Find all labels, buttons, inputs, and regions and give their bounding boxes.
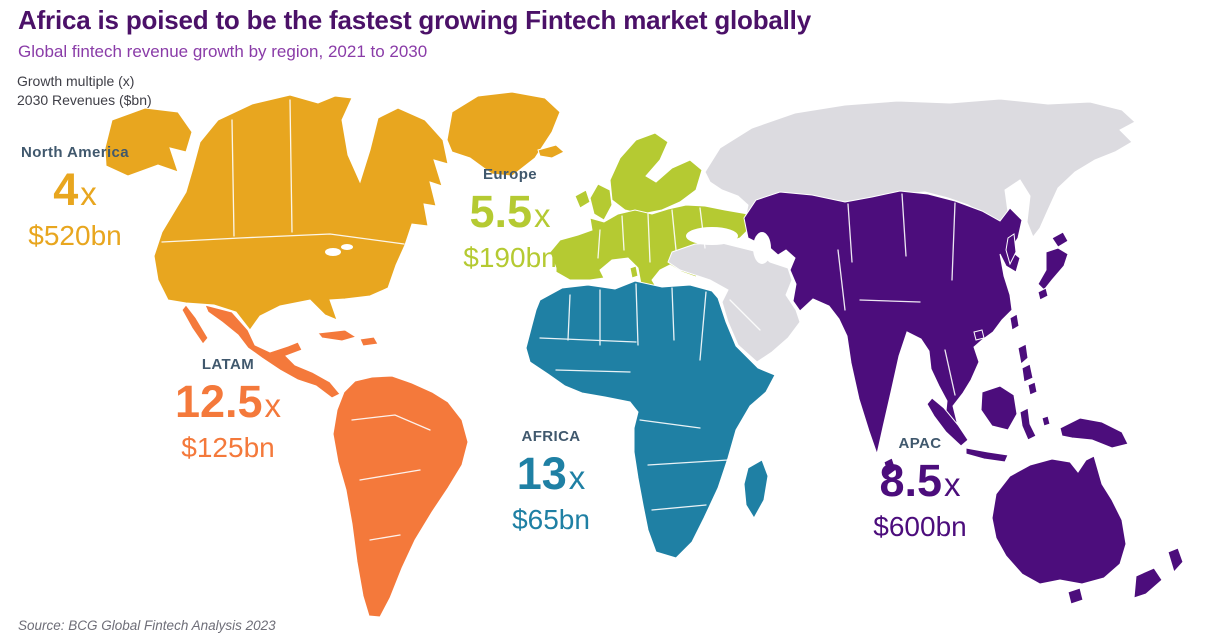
- region-apac-shape: [743, 190, 1184, 605]
- growth-unit: x: [264, 387, 282, 424]
- growth-number: 8.5: [879, 455, 943, 506]
- growth-multiple: 13x: [512, 451, 590, 496]
- growth-unit: x: [944, 466, 961, 503]
- page-title: Africa is poised to be the fastest growi…: [18, 5, 811, 35]
- growth-multiple: 8.5x: [873, 458, 966, 503]
- growth-multiple: 5.5x: [463, 189, 556, 234]
- growth-multiple: 4x: [21, 167, 129, 212]
- label-europe: Europe 5.5x $190bn: [463, 166, 556, 272]
- growth-number: 13: [516, 448, 567, 499]
- growth-number: 5.5: [469, 186, 533, 237]
- legend-line-revenue: 2030 Revenues ($bn): [17, 91, 152, 108]
- region-name: AFRICA: [521, 428, 581, 445]
- label-apac: APAC 8.5x $600bn: [873, 435, 966, 541]
- growth-number: 12.5: [174, 376, 263, 427]
- source-note: Source: BCG Global Fintech Analysis 2023: [18, 618, 276, 633]
- growth-unit: x: [80, 175, 97, 212]
- region-name: Europe: [482, 166, 538, 183]
- growth-unit: x: [534, 197, 551, 234]
- label-latam: LATAM 12.5x $125bn: [175, 356, 281, 462]
- page-subtitle: Global fintech revenue growth by region,…: [18, 41, 428, 61]
- label-africa: AFRICA 13x $65bn: [512, 428, 590, 534]
- inland-seas: [325, 227, 771, 264]
- revenue-2030: $520bn: [28, 220, 122, 251]
- region-europe-shape: [549, 132, 753, 296]
- header: Africa is poised to be the fastest growi…: [18, 5, 811, 62]
- revenue-2030: $190bn: [463, 242, 557, 273]
- country-borders: [161, 99, 956, 541]
- revenue-2030: $65bn: [512, 504, 590, 535]
- legend-line-growth: Growth multiple (x): [17, 73, 135, 89]
- region-latam-shape: [181, 304, 469, 618]
- metric-legend: Growth multiple (x) 2030 Revenues ($bn): [17, 72, 152, 110]
- label-north-america: North America 4x $520bn: [21, 144, 129, 250]
- growth-multiple: 12.5x: [175, 379, 281, 424]
- growth-number: 4: [53, 164, 79, 215]
- revenue-2030: $600bn: [873, 511, 967, 542]
- revenue-2030: $125bn: [181, 432, 275, 463]
- region-name: APAC: [898, 435, 942, 452]
- region-name: North America: [20, 144, 130, 161]
- growth-unit: x: [568, 459, 586, 496]
- region-name: LATAM: [201, 356, 255, 373]
- region-north-america-shape: [104, 91, 565, 331]
- region-africa-shape: [525, 280, 776, 559]
